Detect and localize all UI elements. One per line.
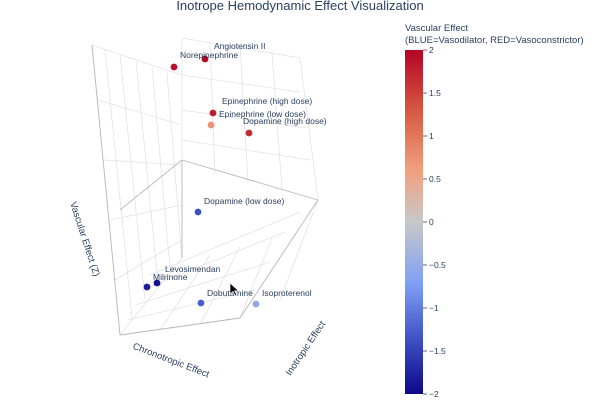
colorbar-tick-label: 0	[429, 217, 434, 227]
colorbar: Vascular Effect (BLUE=Vasodilator, RED=V…	[405, 23, 584, 399]
colorbar-gradient	[405, 50, 423, 394]
x-axis-title: Inotropic Effect	[284, 319, 329, 378]
data-point[interactable]	[245, 129, 253, 137]
data-point-label: Dopamine (high dose)	[243, 116, 327, 126]
chart-title: Inotrope Hemodynamic Effect Visualizatio…	[176, 0, 423, 13]
axis-edges	[91, 44, 319, 336]
colorbar-tick-label: 0.5	[429, 174, 441, 184]
colorbar-ticks: 2 1.5 1 0.5 0 −0.5 −1 −1.5 −2	[423, 45, 446, 399]
data-point-label: Epinephrine (high dose)	[222, 96, 312, 106]
data-point[interactable]	[153, 279, 161, 287]
colorbar-tick-label: 1	[429, 131, 434, 141]
data-point[interactable]	[207, 121, 215, 129]
back-wall-grid	[91, 44, 183, 336]
colorbar-tick-label: −2	[429, 389, 439, 399]
data-point[interactable]	[201, 55, 209, 63]
data-point-label: Angiotensin II	[214, 41, 266, 51]
colorbar-title-line2: (BLUE=Vasodilator, RED=Vasoconstrictor)	[405, 35, 584, 46]
data-point-label: Isoproterenol	[262, 288, 312, 298]
colorbar-tick-label: −1.5	[429, 346, 446, 356]
colorbar-tick-label: 2	[429, 45, 434, 55]
data-point[interactable]	[209, 109, 217, 117]
data-point[interactable]	[170, 63, 178, 71]
data-point[interactable]	[143, 283, 151, 291]
right-wall-grid	[181, 37, 319, 201]
data-point[interactable]	[194, 208, 202, 216]
scene-grid	[91, 37, 319, 336]
data-point-label: Milrinone	[153, 272, 188, 282]
data-point[interactable]	[252, 300, 260, 308]
data-point-label: Epinephrine (low dose)	[219, 109, 306, 119]
data-point-label: Levosimendan	[165, 264, 221, 274]
data-point-label: Norepinephrine	[180, 50, 238, 60]
colorbar-tick-label: 1.5	[429, 88, 441, 98]
data-point-label: Dopamine (low dose)	[204, 196, 284, 206]
colorbar-tick-label: −1	[429, 303, 439, 313]
y-axis-title: Chronotropic Effect	[131, 341, 211, 380]
colorbar-title-line1: Vascular Effect	[405, 23, 468, 34]
data-point[interactable]	[197, 299, 205, 307]
z-axis-title: Vascular Effect (Z)	[67, 201, 101, 278]
colorbar-tick-label: −0.5	[429, 260, 446, 270]
mouse-cursor-icon	[229, 282, 240, 297]
